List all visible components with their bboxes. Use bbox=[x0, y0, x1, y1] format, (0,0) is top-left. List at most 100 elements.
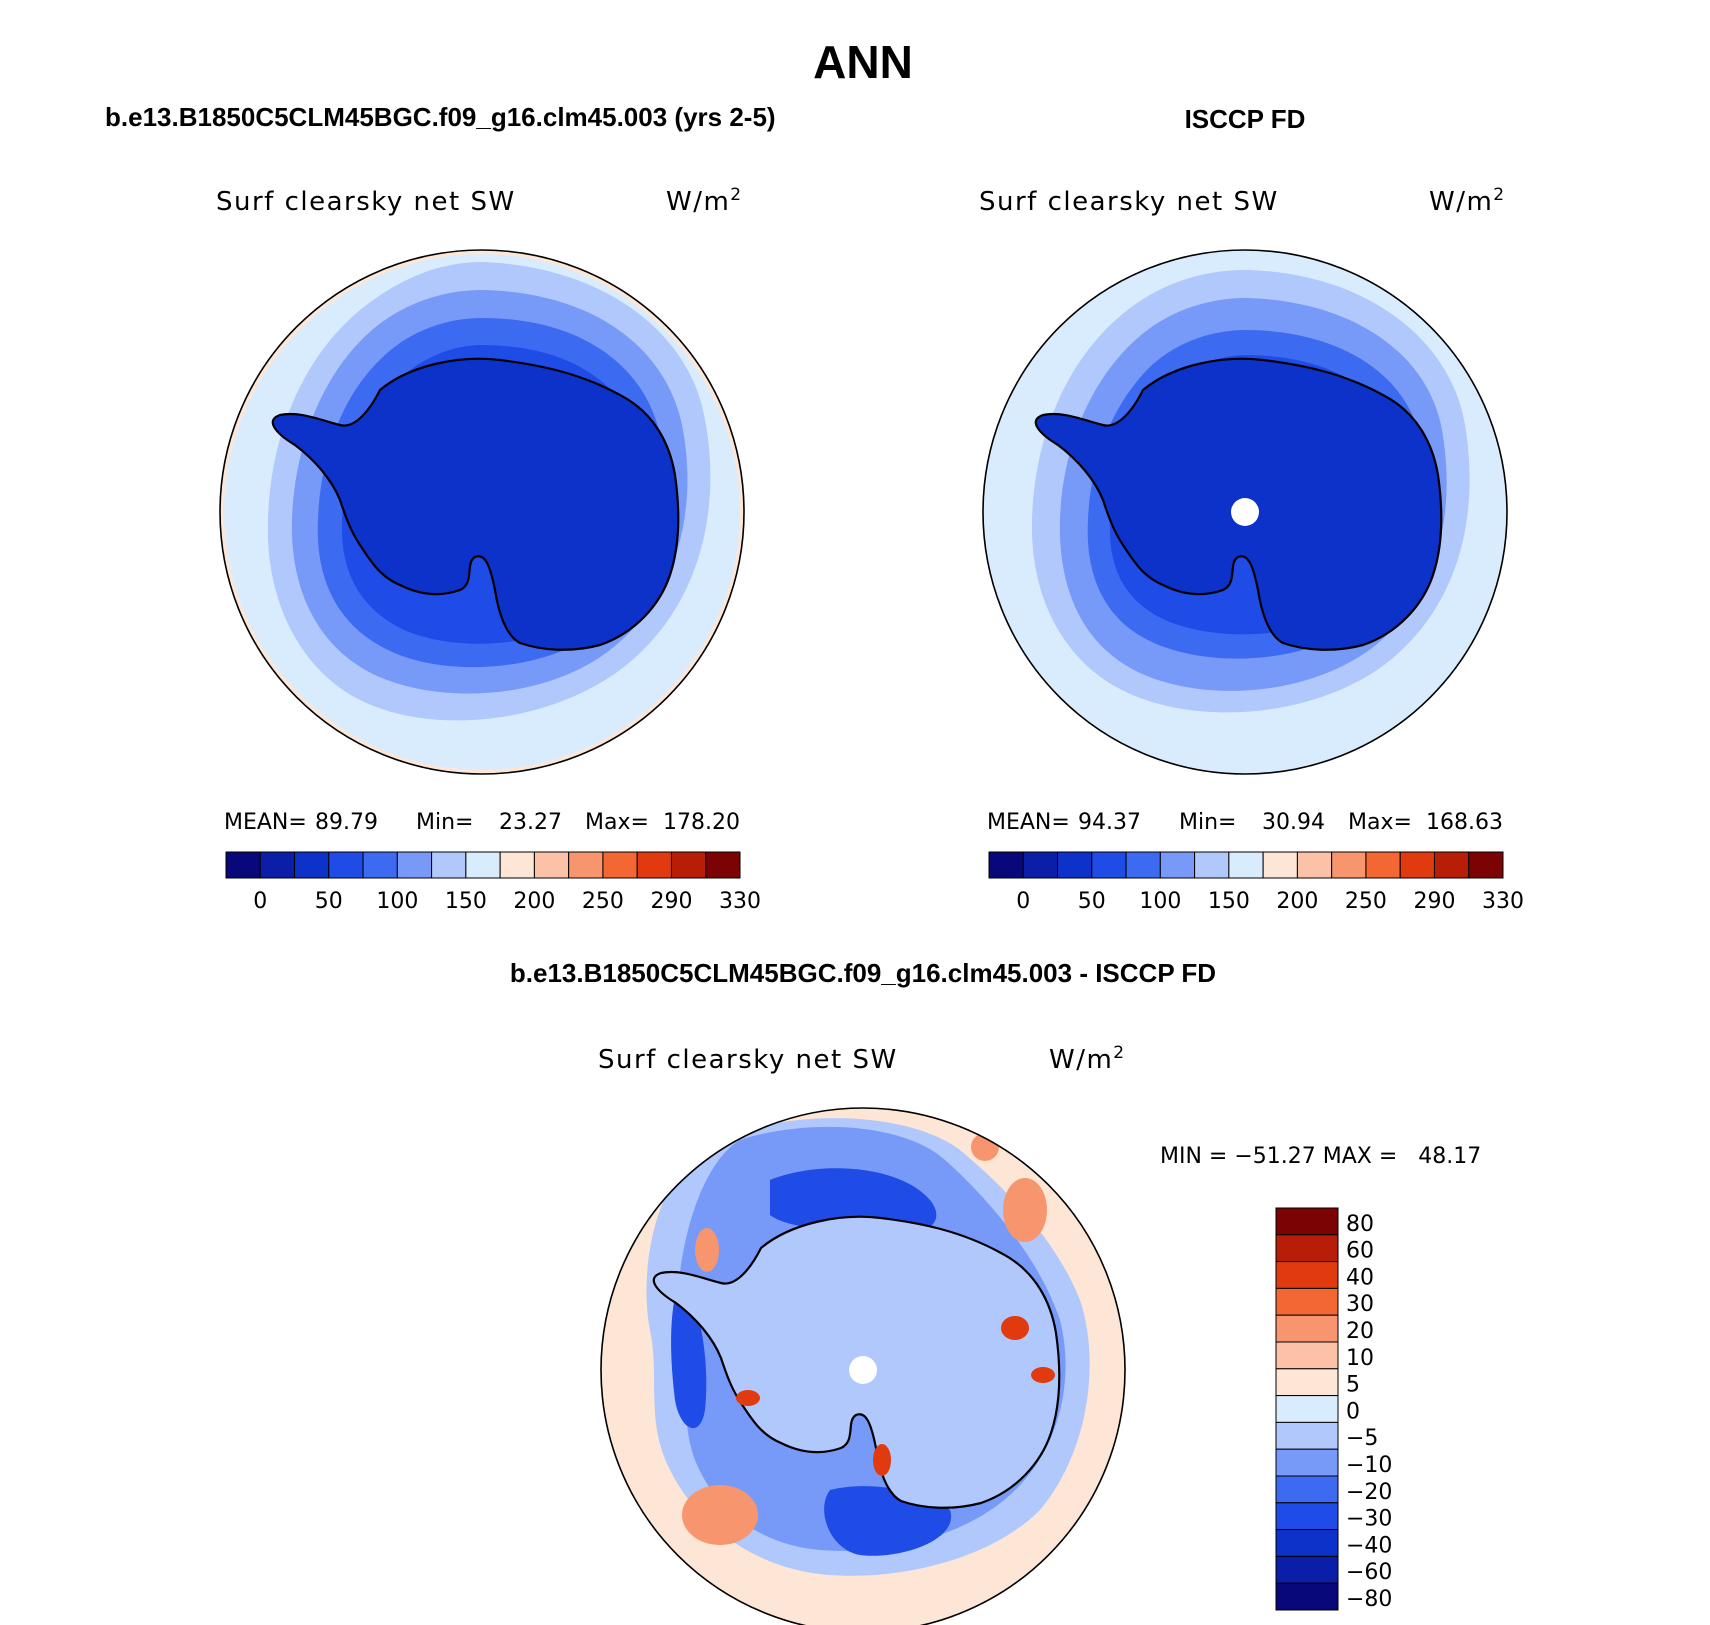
colorbar-label: −80 bbox=[1346, 1587, 1392, 1612]
panel-diff: b.e13.B1850C5CLM45BGC.f09_g16.clm45.003 … bbox=[510, 958, 1481, 1625]
colorbar-box bbox=[396, 851, 433, 879]
colorbar-label: 330 bbox=[719, 889, 761, 914]
stat-min-label: Min= bbox=[1179, 810, 1236, 835]
colorbar-box bbox=[1091, 851, 1127, 879]
map-diff-border bbox=[600, 1107, 1126, 1625]
colorbar-label: 40 bbox=[1346, 1265, 1374, 1290]
diff-hotspot-3 bbox=[873, 1444, 891, 1476]
colorbar-label: 250 bbox=[582, 889, 624, 914]
colorbar-box bbox=[362, 851, 398, 879]
panel-diff-case-title: b.e13.B1850C5CLM45BGC.f09_g16.clm45.003 … bbox=[510, 958, 1216, 988]
colorbar-label: 150 bbox=[445, 889, 487, 914]
colorbar-box bbox=[1331, 851, 1367, 879]
colorbar-box bbox=[259, 851, 296, 879]
stat-max-value: 168.63 bbox=[1426, 810, 1503, 835]
colorbar-label: 0 bbox=[1016, 889, 1030, 914]
colorbar-box bbox=[533, 851, 570, 879]
colorbar-box bbox=[1057, 851, 1093, 879]
colorbar-label: 250 bbox=[1345, 889, 1387, 914]
colorbar-label: 290 bbox=[650, 889, 692, 914]
colorbar-box bbox=[431, 851, 467, 879]
colorbar-box bbox=[636, 851, 672, 879]
stats-obs: MEAN= 94.37 Min= 30.94 Max= 168.63 bbox=[987, 810, 1503, 835]
panel-diff-minmax: MIN = −51.27 MAX = 48.17 bbox=[1160, 1144, 1481, 1169]
stat-mean-value: 89.79 bbox=[315, 810, 378, 835]
colorbar-label: −10 bbox=[1346, 1453, 1392, 1478]
panel-obs-case-title: ISCCP FD bbox=[1185, 104, 1306, 134]
diff-hotspot-4 bbox=[736, 1390, 760, 1406]
panel-model-variable: Surf clearsky net SW bbox=[216, 187, 516, 217]
colorbar-label: 150 bbox=[1208, 889, 1250, 914]
colorbar-box bbox=[670, 851, 707, 879]
colorbar-box bbox=[705, 851, 741, 879]
colorbar-box bbox=[1275, 1448, 1339, 1477]
panel-obs-variable: Surf clearsky net SW bbox=[979, 187, 1279, 217]
colorbar-label: 200 bbox=[513, 889, 555, 914]
colorbar-label: 10 bbox=[1346, 1346, 1374, 1371]
pole-hole bbox=[1231, 498, 1259, 526]
stat-max-value: 178.20 bbox=[663, 810, 740, 835]
colorbar-box bbox=[1275, 1395, 1339, 1423]
diff-positive-4 bbox=[695, 1228, 719, 1272]
colorbar-label: 200 bbox=[1276, 889, 1318, 914]
colorbar-box bbox=[1275, 1261, 1339, 1289]
colorbar-label: 100 bbox=[376, 889, 418, 914]
colorbar-box bbox=[1275, 1475, 1339, 1504]
colorbar-box bbox=[1275, 1287, 1339, 1316]
map-diff bbox=[601, 1108, 1125, 1625]
colorbar-box bbox=[1022, 851, 1059, 879]
colorbar-label: 50 bbox=[1078, 889, 1106, 914]
colorbar-box bbox=[1275, 1421, 1339, 1450]
colorbar-label: 60 bbox=[1346, 1239, 1374, 1264]
colorbar-label: −20 bbox=[1346, 1480, 1392, 1505]
panel-model-units: W/m2 bbox=[666, 185, 743, 217]
colorbar-label: −30 bbox=[1346, 1507, 1392, 1532]
colorbar-box bbox=[1275, 1314, 1339, 1343]
colorbar-label: −5 bbox=[1346, 1426, 1378, 1451]
colorbar-label: 5 bbox=[1346, 1373, 1360, 1398]
map-model-border bbox=[219, 249, 745, 775]
colorbar-label: −40 bbox=[1346, 1533, 1392, 1558]
panel-diff-units: W/m2 bbox=[1049, 1043, 1126, 1075]
colorbar-box bbox=[1275, 1582, 1339, 1611]
colorbar-box bbox=[988, 851, 1024, 879]
colorbar-box bbox=[1228, 851, 1264, 879]
colorbar-box bbox=[1262, 851, 1298, 879]
colorbar-label: 0 bbox=[253, 889, 267, 914]
panel-diff-variable: Surf clearsky net SW bbox=[598, 1045, 898, 1075]
panel-obs: ISCCP FD Surf clearsky net SW W/m2 MEAN=… bbox=[979, 104, 1524, 914]
colorbar-box bbox=[1275, 1207, 1339, 1236]
colorbar-box bbox=[1275, 1368, 1339, 1397]
colorbar-box bbox=[1468, 851, 1504, 879]
stat-min-value: 23.27 bbox=[499, 810, 562, 835]
colorbar-box bbox=[602, 851, 638, 879]
colorbar-box bbox=[1194, 851, 1230, 879]
colorbar-label: 20 bbox=[1346, 1319, 1374, 1344]
map-model bbox=[220, 250, 744, 774]
colorbar-box bbox=[465, 851, 501, 879]
colorbar-box bbox=[1433, 851, 1470, 879]
pole-hole bbox=[849, 1356, 877, 1384]
colorbar-box bbox=[1275, 1341, 1339, 1370]
colorbar-label: 290 bbox=[1413, 889, 1455, 914]
colorbar-obs: 0 50 100 150 200 250 290 330 bbox=[988, 851, 1524, 914]
diff-positive-1 bbox=[682, 1485, 758, 1545]
colorbar-box bbox=[1125, 851, 1161, 879]
colorbar-box bbox=[1275, 1555, 1339, 1584]
colorbar-label: 330 bbox=[1482, 889, 1524, 914]
colorbar-box bbox=[1159, 851, 1196, 879]
colorbar-box bbox=[499, 851, 535, 879]
colorbar-label: 100 bbox=[1139, 889, 1181, 914]
panel-model-case-title: b.e13.B1850C5CLM45BGC.f09_g16.clm45.003 … bbox=[105, 102, 776, 132]
stat-mean-value: 94.37 bbox=[1078, 810, 1141, 835]
stat-max-label: Max= bbox=[1348, 810, 1412, 835]
colorbar-box bbox=[1275, 1529, 1339, 1557]
map-obs bbox=[983, 250, 1507, 774]
colorbar-box bbox=[328, 851, 364, 879]
panel-model: b.e13.B1850C5CLM45BGC.f09_g16.clm45.003 … bbox=[105, 102, 776, 914]
colorbar-box bbox=[225, 851, 261, 879]
colorbar-label: 0 bbox=[1346, 1399, 1360, 1424]
stat-mean-label: MEAN= bbox=[987, 810, 1070, 835]
